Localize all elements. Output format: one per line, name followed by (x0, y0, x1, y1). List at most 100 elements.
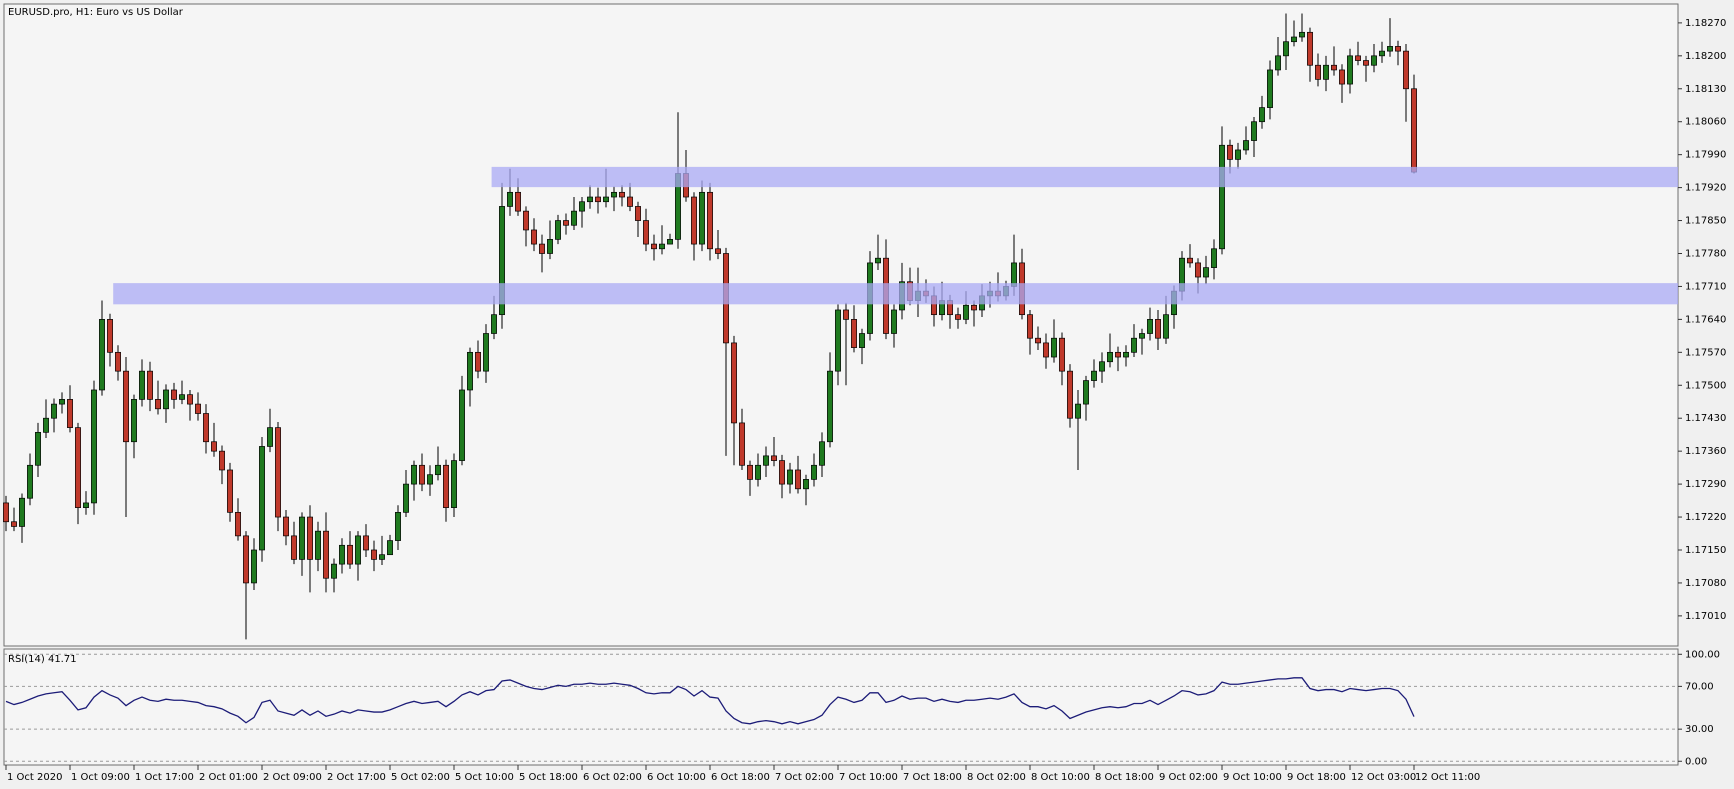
candle-body (251, 549, 257, 584)
candle-body (467, 351, 473, 391)
candle-body (539, 243, 545, 254)
candle-body (91, 389, 97, 504)
candle-body (699, 191, 705, 245)
candle-body (51, 403, 57, 419)
candle-body (1227, 144, 1233, 160)
candle-body (835, 309, 841, 372)
y-tick-label: 1.17920 (1685, 183, 1726, 194)
candle-body (147, 370, 153, 400)
candle-body (179, 394, 185, 400)
candle-body (443, 464, 449, 508)
candle-body (1099, 361, 1105, 372)
candle-body (291, 535, 297, 560)
candle-body (243, 535, 249, 584)
y-tick-label: 1.18200 (1685, 51, 1726, 62)
x-tick-label: 9 Oct 02:00 (1159, 772, 1218, 783)
x-tick-label: 5 Oct 02:00 (391, 772, 450, 783)
candle-body (1011, 262, 1017, 287)
x-tick-label: 12 Oct 03:00 (1351, 772, 1416, 783)
candle-body (83, 502, 89, 508)
price-zone (113, 283, 1679, 305)
x-tick-label: 5 Oct 10:00 (455, 772, 514, 783)
candle-body (1299, 31, 1305, 38)
y-tick-label: 1.17430 (1685, 413, 1726, 424)
candle-body (851, 319, 857, 348)
x-tick-label: 8 Oct 02:00 (967, 772, 1026, 783)
candle-body (1203, 267, 1209, 278)
y-tick-label: 1.17990 (1685, 150, 1726, 161)
candle-body (563, 220, 569, 226)
y-tick-label: 1.17290 (1685, 479, 1726, 490)
y-tick-label: 1.17010 (1685, 611, 1726, 622)
candle-body (1155, 319, 1161, 339)
candle-body (11, 521, 17, 527)
x-tick-label: 2 Oct 17:00 (327, 772, 386, 783)
y-tick-label: 1.17150 (1685, 545, 1726, 556)
candle-body (1187, 257, 1193, 264)
candle-body (955, 314, 961, 320)
candle-body (827, 370, 833, 443)
y-tick-label: 70.00 (1685, 681, 1714, 692)
candle-body (67, 399, 73, 428)
candle-body (715, 248, 721, 254)
candle-body (531, 229, 537, 245)
y-tick-label: 1.17780 (1685, 248, 1726, 259)
y-tick-label: 1.17640 (1685, 314, 1726, 325)
candle-body (227, 469, 233, 513)
candle-body (115, 351, 121, 372)
x-tick-label: 6 Oct 18:00 (711, 772, 770, 783)
chart-title: EURUSD.pro, H1: Euro vs US Dollar (8, 7, 184, 18)
candle-body (267, 427, 273, 447)
y-tick-label: 1.18130 (1685, 84, 1726, 95)
main-panel (3, 3, 1679, 647)
candle-body (259, 446, 265, 551)
candle-body (1115, 351, 1121, 358)
candle-body (1331, 64, 1337, 71)
candle-body (1251, 121, 1257, 141)
candle-body (1043, 342, 1049, 358)
x-tick-label: 2 Oct 09:00 (263, 772, 322, 783)
candle-body (1059, 337, 1065, 372)
candle-body (1355, 55, 1361, 61)
candle-body (1211, 248, 1217, 268)
candle-body (1147, 319, 1153, 334)
candle-body (155, 399, 161, 410)
y-tick-label: 1.17080 (1685, 578, 1726, 589)
candle-body (635, 206, 641, 221)
candle-body (331, 563, 337, 579)
candle-body (795, 469, 801, 490)
x-tick-label: 12 Oct 11:00 (1415, 772, 1480, 783)
candle-body (59, 399, 65, 405)
candle-body (379, 554, 385, 560)
candle-body (355, 535, 361, 565)
candle-body (483, 333, 489, 372)
rsi-line (5, 677, 1415, 725)
candle-body (667, 239, 673, 245)
candle-body (371, 549, 377, 560)
candle-body (491, 314, 497, 334)
candle-body (843, 309, 849, 320)
y-tick-label: 100.00 (1685, 649, 1720, 660)
candle-body (219, 450, 225, 471)
candle-body (515, 191, 521, 212)
y-tick-label: 1.18270 (1685, 18, 1726, 29)
candle-body (163, 389, 169, 410)
candle-body (203, 413, 209, 443)
candle-body (579, 201, 585, 212)
candle-body (619, 191, 625, 198)
x-tick-label: 7 Oct 02:00 (775, 772, 834, 783)
candle-body (131, 399, 137, 443)
candle-body (819, 441, 825, 466)
candle-body (1339, 69, 1345, 85)
candle-body (1363, 60, 1369, 66)
candle-body (1315, 64, 1321, 80)
candle-body (627, 196, 633, 207)
x-tick-label: 2 Oct 01:00 (199, 772, 258, 783)
candle-body (339, 544, 345, 565)
candle-body (1275, 55, 1281, 71)
candle-body (187, 394, 193, 405)
candle-body (419, 464, 425, 485)
candle-body (171, 389, 177, 400)
y-tick-label: 1.17570 (1685, 347, 1726, 358)
